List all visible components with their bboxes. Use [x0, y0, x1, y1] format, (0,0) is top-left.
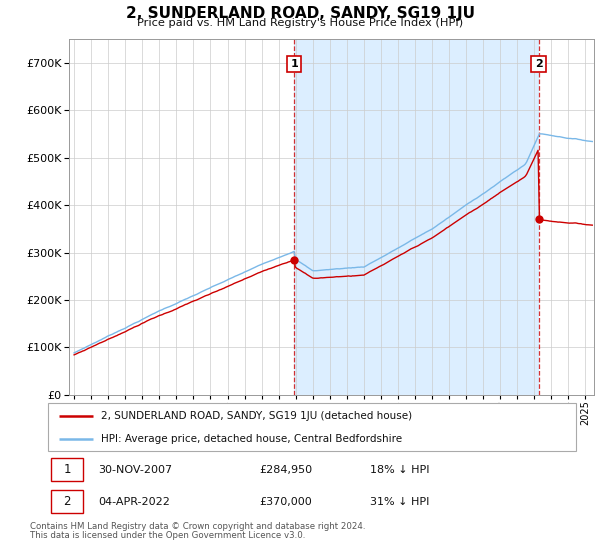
FancyBboxPatch shape — [50, 491, 83, 514]
Text: 31% ↓ HPI: 31% ↓ HPI — [370, 497, 430, 507]
Text: HPI: Average price, detached house, Central Bedfordshire: HPI: Average price, detached house, Cent… — [101, 434, 402, 444]
Text: 2: 2 — [535, 59, 542, 69]
FancyBboxPatch shape — [50, 458, 83, 481]
FancyBboxPatch shape — [48, 403, 576, 451]
Text: 30-NOV-2007: 30-NOV-2007 — [98, 465, 172, 475]
Text: 1: 1 — [290, 59, 298, 69]
Text: £284,950: £284,950 — [259, 465, 313, 475]
Text: £370,000: £370,000 — [259, 497, 312, 507]
Text: Price paid vs. HM Land Registry's House Price Index (HPI): Price paid vs. HM Land Registry's House … — [137, 18, 463, 28]
Text: 2, SUNDERLAND ROAD, SANDY, SG19 1JU: 2, SUNDERLAND ROAD, SANDY, SG19 1JU — [125, 6, 475, 21]
Text: 18% ↓ HPI: 18% ↓ HPI — [370, 465, 430, 475]
Bar — [294, 39, 539, 395]
Text: 04-APR-2022: 04-APR-2022 — [98, 497, 170, 507]
Text: 2, SUNDERLAND ROAD, SANDY, SG19 1JU (detached house): 2, SUNDERLAND ROAD, SANDY, SG19 1JU (det… — [101, 411, 412, 421]
Text: 2: 2 — [63, 496, 71, 508]
Text: 1: 1 — [63, 463, 71, 476]
Text: Contains HM Land Registry data © Crown copyright and database right 2024.: Contains HM Land Registry data © Crown c… — [30, 522, 365, 531]
Text: This data is licensed under the Open Government Licence v3.0.: This data is licensed under the Open Gov… — [30, 531, 305, 540]
